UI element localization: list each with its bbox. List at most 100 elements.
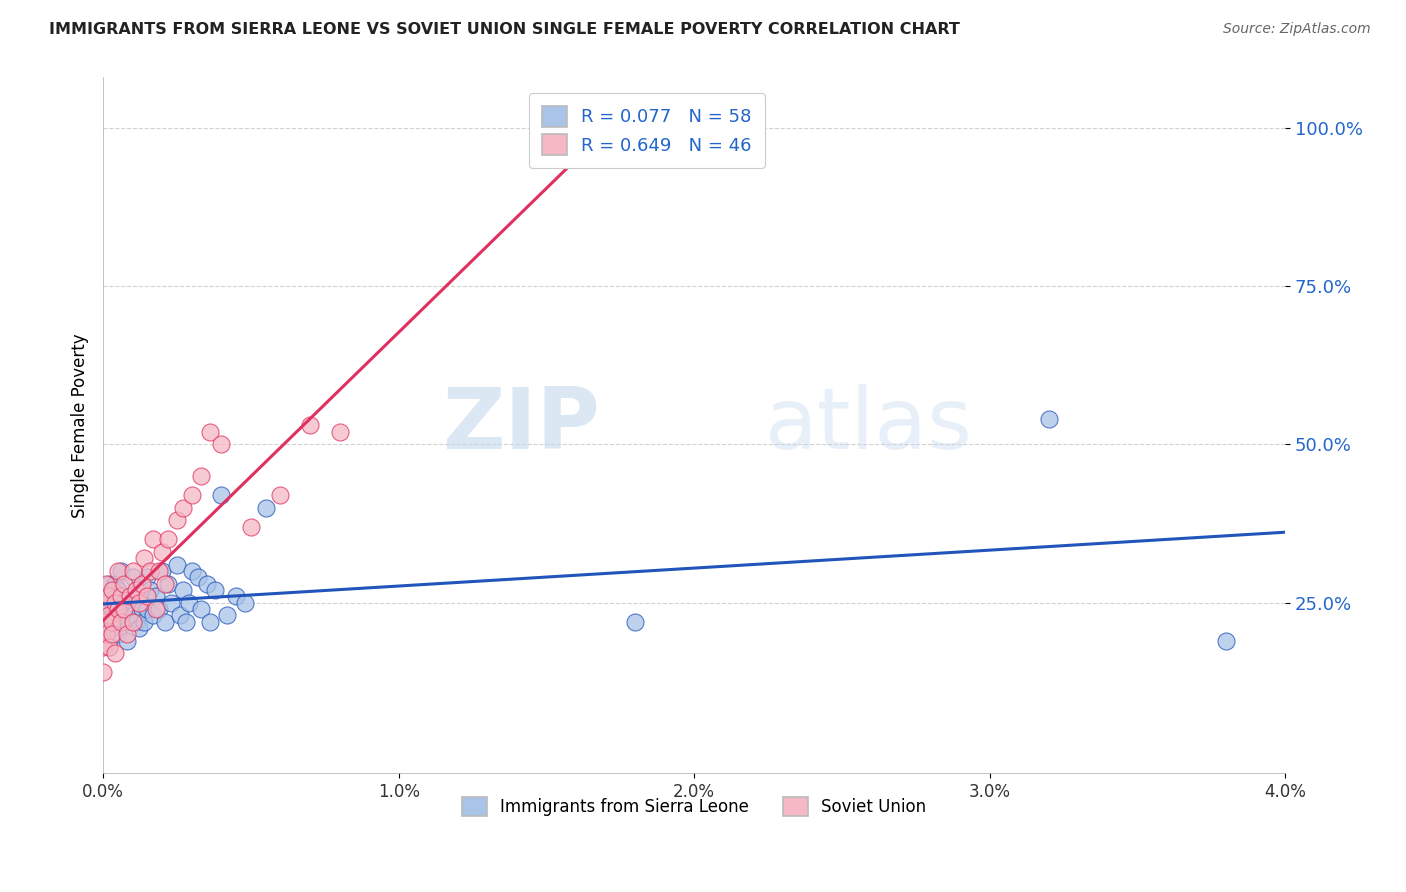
- Point: [180, 488, 202, 502]
- Point: [124, 582, 146, 597]
- Point: [121, 615, 143, 629]
- Point: [91, 615, 114, 629]
- Point: [624, 615, 647, 629]
- Point: [177, 596, 200, 610]
- Point: [101, 615, 124, 629]
- Point: [91, 640, 114, 654]
- Point: [298, 418, 321, 433]
- Point: [112, 596, 135, 610]
- Point: [94, 627, 117, 641]
- Point: [131, 602, 153, 616]
- Point: [107, 564, 129, 578]
- Text: IMMIGRANTS FROM SIERRA LEONE VS SOVIET UNION SINGLE FEMALE POVERTY CORRELATION C: IMMIGRANTS FROM SIERRA LEONE VS SOVIET U…: [49, 22, 960, 37]
- Point: [91, 615, 114, 629]
- Legend: Immigrants from Sierra Leone, Soviet Union: Immigrants from Sierra Leone, Soviet Uni…: [454, 789, 935, 824]
- Point: [107, 582, 129, 597]
- Point: [112, 602, 135, 616]
- Point: [157, 533, 180, 547]
- Point: [142, 608, 165, 623]
- Point: [136, 589, 159, 603]
- Point: [104, 576, 127, 591]
- Point: [104, 646, 127, 660]
- Point: [198, 615, 221, 629]
- Point: [209, 437, 232, 451]
- Point: [198, 425, 221, 439]
- Point: [172, 582, 194, 597]
- Point: [94, 589, 117, 603]
- Text: atlas: atlas: [765, 384, 973, 467]
- Point: [148, 564, 170, 578]
- Point: [110, 589, 132, 603]
- Point: [166, 513, 188, 527]
- Point: [172, 500, 194, 515]
- Point: [142, 533, 165, 547]
- Point: [134, 551, 156, 566]
- Point: [128, 621, 150, 635]
- Point: [225, 589, 247, 603]
- Point: [91, 665, 114, 680]
- Point: [101, 608, 124, 623]
- Point: [121, 564, 143, 578]
- Point: [128, 589, 150, 603]
- Point: [190, 602, 212, 616]
- Point: [190, 469, 212, 483]
- Point: [118, 589, 141, 603]
- Point: [107, 602, 129, 616]
- Point: [115, 615, 138, 629]
- Text: ZIP: ZIP: [441, 384, 599, 467]
- Point: [98, 576, 121, 591]
- Point: [134, 615, 156, 629]
- Point: [145, 602, 167, 616]
- Point: [115, 627, 138, 641]
- Point: [121, 570, 143, 584]
- Point: [112, 576, 135, 591]
- Point: [101, 582, 124, 597]
- Point: [217, 608, 239, 623]
- Point: [166, 558, 188, 572]
- Point: [124, 582, 146, 597]
- Point: [169, 608, 191, 623]
- Point: [239, 519, 262, 533]
- Point: [157, 576, 180, 591]
- Point: [180, 564, 202, 578]
- Point: [112, 608, 135, 623]
- Point: [254, 500, 277, 515]
- Point: [94, 627, 117, 641]
- Point: [150, 545, 173, 559]
- Point: [110, 589, 132, 603]
- Point: [121, 608, 143, 623]
- Point: [107, 602, 129, 616]
- Point: [153, 615, 176, 629]
- Point: [98, 640, 121, 654]
- Point: [139, 564, 162, 578]
- Point: [110, 615, 132, 629]
- Point: [148, 602, 170, 616]
- Point: [204, 582, 226, 597]
- Point: [187, 570, 209, 584]
- Point: [131, 576, 153, 591]
- Point: [101, 621, 124, 635]
- Point: [1215, 633, 1237, 648]
- Point: [174, 615, 197, 629]
- Point: [153, 576, 176, 591]
- Point: [233, 596, 256, 610]
- Point: [139, 582, 162, 597]
- Point: [160, 596, 183, 610]
- Point: [98, 602, 121, 616]
- Y-axis label: Single Female Poverty: Single Female Poverty: [72, 333, 89, 517]
- Point: [115, 633, 138, 648]
- Point: [124, 615, 146, 629]
- Point: [136, 570, 159, 584]
- Point: [94, 576, 117, 591]
- Point: [269, 488, 291, 502]
- Point: [136, 602, 159, 616]
- Point: [145, 589, 167, 603]
- Point: [94, 596, 117, 610]
- Point: [195, 576, 218, 591]
- Point: [104, 596, 127, 610]
- Point: [107, 627, 129, 641]
- Point: [150, 564, 173, 578]
- Text: Source: ZipAtlas.com: Source: ZipAtlas.com: [1223, 22, 1371, 37]
- Point: [104, 615, 127, 629]
- Point: [118, 596, 141, 610]
